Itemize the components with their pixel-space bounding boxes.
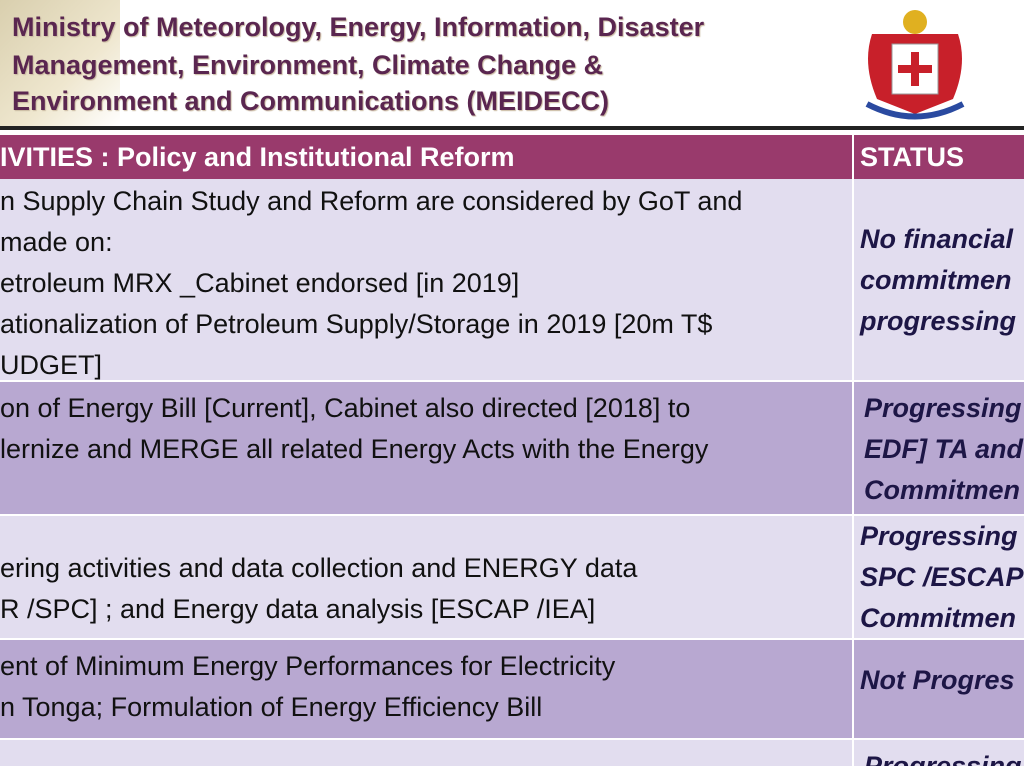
activity-text: R /SPC] ; and Energy data analysis [ESCA… [0, 594, 596, 624]
activity-text: etroleum MRX _Cabinet endorsed [in 2019] [0, 268, 520, 298]
activity-text: ent of Minimum Energy Performances for E… [0, 651, 616, 681]
activity-text: made on: [0, 227, 113, 257]
header-rule [0, 126, 1024, 130]
status-text: Progressing [860, 521, 1018, 551]
coat-of-arms [865, 10, 965, 120]
title-line: Environment and Communications (MEIDECC) [12, 86, 610, 116]
activity-text: n Supply Chain Study and Reform are cons… [0, 186, 743, 216]
status-cell: Progressing EDF] TA and Commitmen [854, 382, 1024, 514]
status-text: SPC /ESCAP [860, 562, 1024, 592]
title-line: Management, Environment, Climate Change … [12, 50, 604, 80]
activity-text: ering activities and data collection and… [0, 553, 638, 583]
background-texture [0, 0, 120, 128]
column-header: IVITIES : Policy and Institutional Refor… [0, 135, 852, 179]
activity-text: on of Energy Bill [Current], Cabinet als… [0, 393, 691, 423]
status-text: Progressing [864, 751, 1022, 766]
status-text: Progressing [864, 393, 1022, 423]
activity-text: lernize and MERGE all related Energy Act… [0, 434, 709, 464]
status-text: Commitmen [860, 603, 1017, 633]
activity-text: n Tonga; Formulation of Energy Efficienc… [0, 692, 543, 722]
status-text: Commitmen [864, 475, 1021, 505]
status-text: progressing [860, 306, 1017, 336]
title-line: Ministry of Meteorology, Energy, Informa… [12, 12, 705, 42]
activity-cell: ent of Minimum Energy Performances for E… [0, 640, 852, 738]
status-cell: Progressing SPC /ESCAP Commitmen [854, 516, 1024, 638]
status-text: Not Progres [860, 665, 1015, 695]
activity-cell: ering activities and data collection and… [0, 516, 852, 638]
status-cell: Progressing [854, 740, 1024, 766]
column-header: STATUS [854, 135, 1024, 179]
status-text: commitmen [860, 265, 1012, 295]
status-cell: No financial commitmen progressing [854, 179, 1024, 380]
activity-cell: on of Energy Bill [Current], Cabinet als… [0, 382, 852, 514]
activity-text: UDGET] [0, 350, 103, 380]
status-text: No financial [860, 224, 1014, 254]
activity-cell [0, 740, 852, 766]
activity-cell: n Supply Chain Study and Reform are cons… [0, 179, 852, 380]
status-cell: Not Progres [854, 640, 1024, 738]
activity-text: ationalization of Petroleum Supply/Stora… [0, 309, 713, 339]
status-text: EDF] TA and [864, 434, 1023, 464]
